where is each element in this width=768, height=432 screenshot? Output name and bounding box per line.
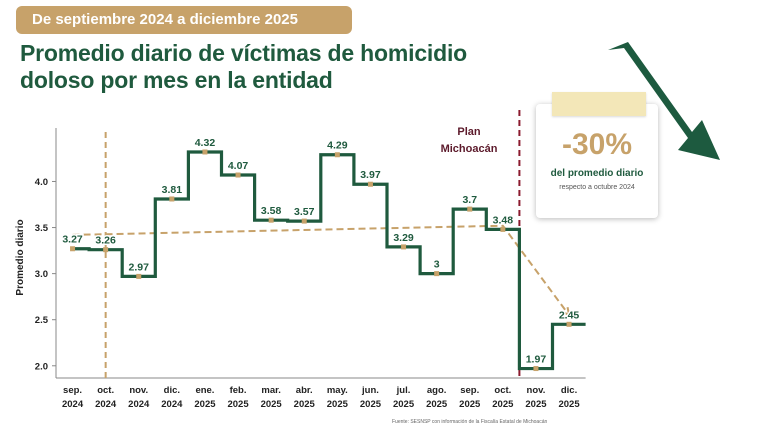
series-line (72, 150, 586, 371)
data-label: 4.07 (228, 160, 249, 172)
data-point (136, 273, 142, 279)
x-tick-year: 2025 (426, 399, 448, 410)
data-point (434, 271, 440, 277)
x-tick-month: dic. (164, 385, 180, 396)
badge-line-1: del promedio diario (550, 168, 644, 179)
x-tick-year: 2025 (459, 399, 481, 410)
data-point (268, 217, 274, 223)
date-range-banner: De septiembre 2024 a diciembre 2025 (16, 6, 352, 34)
x-tick-month: oct. (494, 385, 511, 396)
x-tick-year: 2024 (62, 399, 84, 410)
y-tick-label: 3.5 (35, 223, 49, 234)
y-tick-label: 2.5 (35, 315, 49, 326)
data-point (401, 244, 407, 250)
x-tick-month: dic. (561, 385, 577, 396)
y-axis-label: Promedio diario (15, 219, 26, 295)
x-tick-month: jun. (361, 385, 379, 396)
x-tick-year: 2024 (95, 399, 117, 410)
x-tick-year: 2025 (492, 399, 514, 410)
data-label: 3.58 (261, 205, 282, 217)
x-tick-year: 2025 (393, 399, 415, 410)
x-tick-month: nov. (527, 385, 546, 396)
x-tick-month: may. (327, 385, 348, 396)
x-tick-year: 2025 (194, 399, 216, 410)
data-label: 2.97 (129, 261, 150, 273)
data-label: 4.32 (195, 137, 216, 149)
badge-sticky-note (552, 92, 646, 116)
y-tick-label: 4.0 (35, 177, 48, 188)
x-tick-month: sep. (63, 385, 82, 396)
data-label: 3 (434, 259, 440, 271)
x-tick-month: jul. (396, 385, 411, 396)
data-label: 1.97 (526, 354, 547, 366)
data-label: 3.48 (493, 214, 514, 226)
downtrend-arrow-icon (608, 42, 720, 160)
x-tick-year: 2025 (327, 399, 349, 410)
plan-label: Plan Michoacán (440, 126, 498, 155)
x-tick-year: 2025 (261, 399, 283, 410)
x-tick-month: feb. (230, 385, 247, 396)
data-point (169, 196, 175, 202)
data-point (566, 321, 572, 327)
x-tick-year: 2024 (161, 399, 183, 410)
data-label: 3.27 (62, 234, 83, 246)
data-point (70, 246, 76, 252)
x-tick-year: 2025 (360, 399, 382, 410)
badge-line-2: respecto a octubre 2024 (559, 184, 635, 191)
data-label: 3.97 (360, 169, 381, 181)
x-tick-year: 2025 (525, 399, 547, 410)
x-tick-month: ene. (195, 385, 214, 396)
data-point (235, 172, 241, 178)
data-point (202, 149, 208, 155)
data-point (500, 226, 506, 232)
data-label: 2.45 (559, 309, 580, 321)
data-label: 3.7 (462, 194, 477, 206)
data-label: 3.29 (393, 232, 414, 244)
x-tick-month: sep. (460, 385, 479, 396)
x-tick-month: nov. (129, 385, 148, 396)
data-point (533, 366, 539, 372)
trend-line (72, 224, 570, 316)
data-point (367, 181, 373, 187)
x-tick-year: 2025 (294, 399, 316, 410)
data-point (467, 206, 473, 212)
y-tick-label: 3.0 (35, 269, 48, 280)
data-label: 4.29 (327, 140, 348, 152)
data-label: 3.57 (294, 206, 315, 218)
x-tick-month: abr. (296, 385, 313, 396)
x-tick-year: 2025 (227, 399, 249, 410)
badge-percent: -30% (561, 128, 633, 161)
x-tick-month: mar. (261, 385, 281, 396)
data-label: 3.26 (95, 235, 116, 247)
trend-arrowhead (561, 307, 571, 317)
data-label: 3.81 (162, 184, 183, 196)
y-tick-label: 2.0 (35, 361, 48, 372)
x-tick-month: ago. (427, 385, 447, 396)
data-point (301, 218, 307, 224)
x-tick-month: oct. (97, 385, 114, 396)
page-title: Promedio diario de víctimas de homicidio… (20, 40, 467, 93)
x-tick-year: 2025 (558, 399, 580, 410)
data-point (103, 247, 109, 253)
x-tick-year: 2024 (128, 399, 150, 410)
reduction-badge: -30% del promedio diario respecto a octu… (536, 92, 658, 218)
data-point (334, 152, 340, 158)
source-note: Fuente: SESNSP con información de la Fis… (392, 419, 548, 425)
